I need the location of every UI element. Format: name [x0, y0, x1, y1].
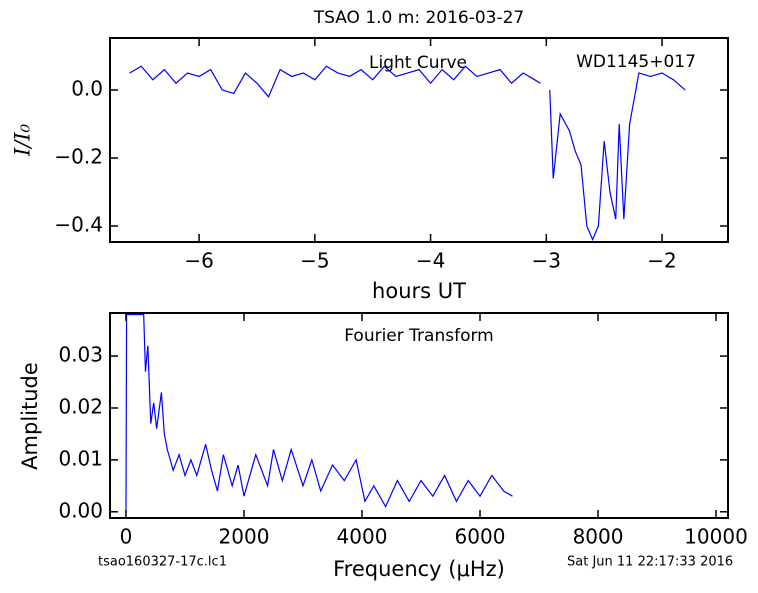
- y-tick-label: 0.00: [58, 498, 103, 522]
- y-tick-label: −0.4: [54, 213, 103, 237]
- x-tick-label: −3: [532, 249, 561, 273]
- annotation: WD1145+017: [576, 52, 696, 72]
- footer-right: Sat Jun 11 22:17:33 2016: [567, 555, 733, 570]
- y-tick-label: 0.03: [58, 343, 103, 367]
- x-tick-label: −4: [416, 249, 445, 273]
- x-tick-label: 6000: [455, 525, 506, 549]
- footer-left: tsao160327-17c.lc1: [98, 555, 227, 570]
- data-line: [129, 65, 686, 242]
- y-axis-label: I/I₀: [11, 123, 35, 157]
- x-tick-label: −6: [184, 249, 213, 273]
- y-tick-label: 0.01: [58, 446, 103, 470]
- chart-title: TSAO 1.0 m: 2016-03-27: [313, 8, 525, 28]
- x-tick-label: 2000: [219, 525, 270, 549]
- panel-title: Fourier Transform: [344, 326, 493, 346]
- y-tick-label: 0.02: [58, 394, 103, 418]
- y-tick-label: 0.0: [71, 77, 103, 101]
- x-tick-label: 8000: [573, 525, 624, 549]
- x-tick-label: −2: [647, 249, 676, 273]
- axes-frame: [109, 312, 729, 519]
- plot-area: [129, 65, 686, 242]
- data-line: [125, 313, 513, 512]
- x-tick-label: 0: [120, 525, 133, 549]
- axes-frame: [109, 37, 729, 243]
- annotation: Light Curve: [369, 53, 467, 73]
- x-tick-label: −5: [300, 249, 329, 273]
- plot-area: [125, 313, 513, 512]
- x-tick-label: 4000: [337, 525, 388, 549]
- x-axis-label: Frequency (μHz): [333, 557, 505, 581]
- x-axis-label: hours UT: [372, 279, 466, 303]
- x-tick-label: 10000: [684, 525, 748, 549]
- y-tick-label: −0.2: [54, 145, 103, 169]
- y-axis-label: Amplitude: [18, 362, 42, 470]
